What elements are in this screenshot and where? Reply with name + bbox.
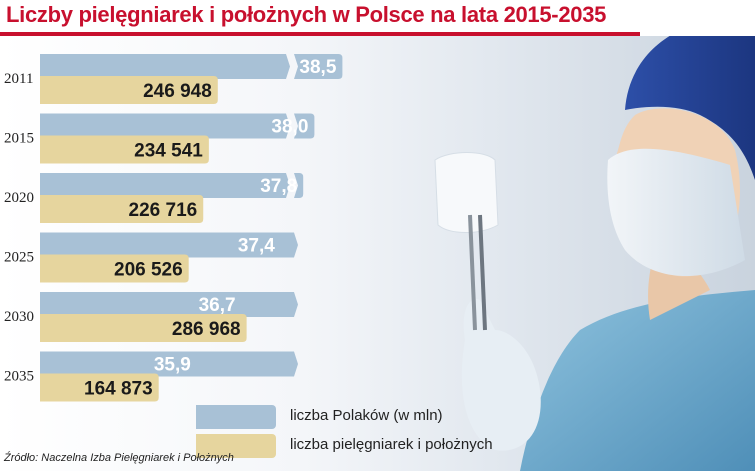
chart-title: Liczby pielęgniarek i położnych w Polsce… xyxy=(6,2,607,27)
nurse-photo xyxy=(434,18,755,471)
nurses-value-label: 226 716 xyxy=(129,200,198,221)
population-value-label: 36,7 xyxy=(199,295,236,316)
year-label: 2015 xyxy=(4,131,34,147)
population-value-label: 38,0 xyxy=(271,117,308,138)
legend-swatch-nurses xyxy=(196,434,276,458)
bar-population-right xyxy=(294,173,304,198)
legend-label-population: liczba Polaków (w mln) xyxy=(290,407,443,424)
bar-nurses xyxy=(40,195,204,223)
year-label: 2035 xyxy=(4,369,34,385)
bar-nurses xyxy=(40,314,247,342)
glove-hand xyxy=(461,299,541,451)
bar-nurses xyxy=(40,373,159,402)
cap xyxy=(625,18,755,180)
year-label: 2011 xyxy=(4,71,33,87)
bar-population-left xyxy=(40,292,290,317)
nurses-value-label: 206 526 xyxy=(114,260,183,281)
nurses-value-label: 164 873 xyxy=(84,379,153,400)
bar-nurses xyxy=(40,254,189,283)
population-value-label: 37,8 xyxy=(260,176,297,197)
bar-population-right xyxy=(276,232,298,258)
bar-population-right xyxy=(294,54,343,79)
bar-population-left xyxy=(40,113,290,139)
source-note: Źródło: Naczelna Izba Pielęgniarek i Poł… xyxy=(4,452,234,464)
bar-population-left xyxy=(40,232,290,258)
nurses-value-label: 286 968 xyxy=(172,319,241,340)
bar-population-left xyxy=(40,54,290,79)
header-bar xyxy=(0,0,755,36)
nurses-value-label: 234 541 xyxy=(134,141,203,162)
face-mask xyxy=(607,148,745,277)
population-value-label: 37,4 xyxy=(238,236,275,257)
bar-population-right xyxy=(237,292,298,317)
year-label: 2020 xyxy=(4,190,34,206)
gown xyxy=(520,290,755,471)
population-value-label: 38,5 xyxy=(299,57,336,78)
bar-population-left xyxy=(40,173,290,198)
legend-label-nurses: liczba pielęgniarek i położnych xyxy=(290,436,493,453)
bar-population-right xyxy=(192,351,298,377)
nurses-value-label: 246 948 xyxy=(143,81,212,102)
legend-swatch-population xyxy=(196,405,276,429)
bar-population-right xyxy=(294,113,315,139)
forceps-arm-2 xyxy=(478,214,487,331)
bar-nurses xyxy=(40,76,218,104)
title-rule xyxy=(0,32,640,36)
gauze xyxy=(434,152,499,233)
year-label: 2025 xyxy=(4,250,34,266)
year-label: 2030 xyxy=(4,309,34,325)
population-value-label: 35,9 xyxy=(154,355,191,376)
forceps-arm-1 xyxy=(468,214,477,331)
bar-nurses xyxy=(40,135,209,164)
